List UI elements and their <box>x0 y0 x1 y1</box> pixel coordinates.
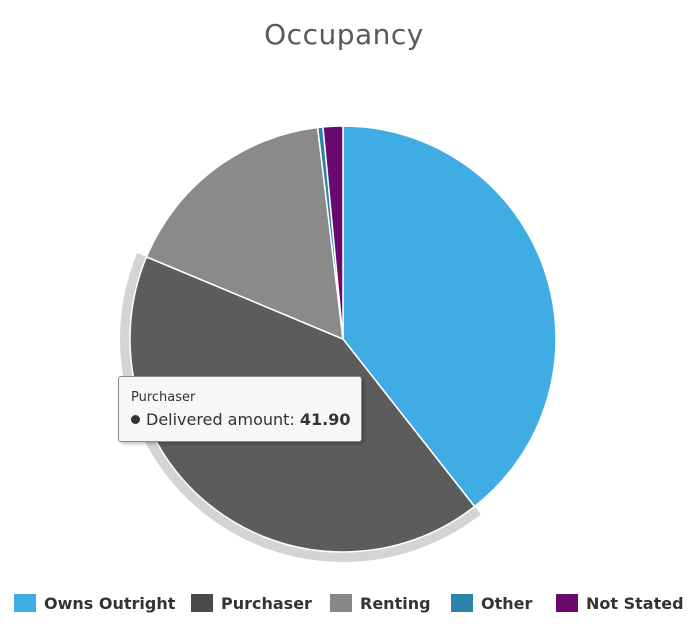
legend-label: Owns Outright <box>44 593 176 613</box>
legend-item-other[interactable]: Other <box>451 590 532 616</box>
chart-title: Occupancy <box>264 18 424 51</box>
legend-item-renting[interactable]: Renting <box>330 590 431 616</box>
tooltip-row: Delivered amount: 41.90 <box>131 410 351 429</box>
legend-swatch <box>14 594 36 612</box>
tooltip-metric-label: Delivered amount: <box>146 410 295 429</box>
legend-item-owns-outright[interactable]: Owns Outright <box>14 590 175 616</box>
tooltip: Purchaser Delivered amount: 41.90 <box>118 376 362 442</box>
bullet-icon <box>131 415 140 424</box>
legend: Owns Outright Purchaser Renting Other No… <box>0 590 688 616</box>
legend-label: Renting <box>360 593 431 613</box>
legend-label: Purchaser <box>221 593 312 613</box>
legend-item-purchaser[interactable]: Purchaser <box>191 590 312 616</box>
pie-slice-not-stated[interactable] <box>322 125 344 340</box>
legend-item-not-stated[interactable]: Not Stated <box>556 590 684 616</box>
pie-slice-owns-outright[interactable] <box>342 125 557 508</box>
legend-swatch <box>556 594 578 612</box>
pie-slice-renting[interactable] <box>145 126 344 340</box>
legend-swatch <box>451 594 473 612</box>
tooltip-title: Purchaser <box>131 390 196 405</box>
legend-label: Other <box>481 593 533 613</box>
legend-swatch <box>191 594 213 612</box>
legend-swatch <box>330 594 352 612</box>
tooltip-value: 41.90 <box>299 410 351 429</box>
legend-label: Not Stated <box>586 593 684 613</box>
